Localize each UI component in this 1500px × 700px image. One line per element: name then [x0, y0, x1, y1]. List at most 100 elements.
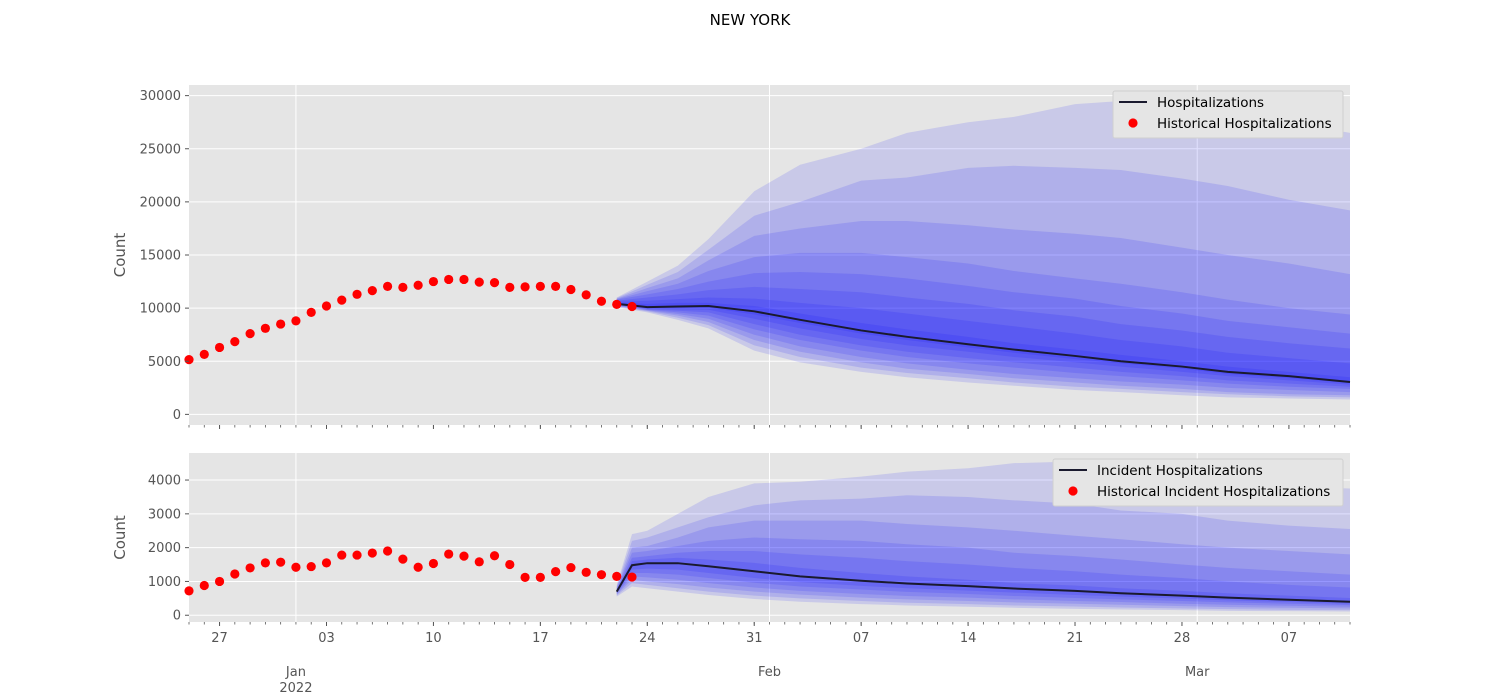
historical-point — [520, 282, 530, 292]
historical-point — [489, 278, 500, 288]
y-axis-label: Count — [111, 515, 129, 560]
forecast-band-0 — [616, 100, 1350, 400]
historical-point — [260, 323, 270, 333]
forecast-band-5 — [616, 286, 1350, 387]
x-major-tick-label: Mar — [1185, 665, 1210, 680]
forecast-band-1 — [616, 495, 1350, 611]
historical-point — [489, 551, 500, 561]
historical-point — [184, 355, 194, 365]
historical-point — [337, 295, 347, 305]
y-tick-label: 1000 — [148, 575, 181, 590]
y-tick-label: 5000 — [148, 355, 181, 370]
historical-point — [367, 548, 377, 558]
historical-point — [505, 559, 515, 570]
historical-point — [352, 550, 362, 560]
legend: Incident Hospitalizations Historical Inci… — [1052, 458, 1344, 507]
median-line — [616, 302, 1351, 383]
forecast-band-4 — [616, 272, 1350, 389]
historical-point — [581, 567, 591, 577]
historical-point — [367, 285, 377, 296]
y-tick-label: 2000 — [148, 541, 181, 556]
y-tick-label: 30000 — [140, 89, 181, 104]
historical-point — [321, 301, 332, 311]
historical-point — [230, 336, 240, 347]
historical-point — [413, 562, 423, 572]
panel-hospitalizations: 0 5000 10000 15000 20000 25000 30000 Count Hospi… — [111, 85, 1351, 429]
historical-point — [551, 281, 561, 291]
historical-point — [276, 557, 286, 567]
historical-point — [444, 274, 454, 285]
historical-point — [474, 557, 484, 567]
historical-point — [596, 296, 607, 306]
historical-point — [444, 549, 454, 559]
y-tick-label: 0 — [173, 609, 181, 624]
x-tick-label: 31 — [746, 631, 763, 646]
historical-point — [627, 572, 637, 582]
forecast-bands — [616, 461, 1350, 612]
historical-point — [352, 289, 362, 299]
x-major-tick-label: Feb — [758, 665, 781, 680]
historical-point — [199, 580, 209, 591]
x-tick-label: 24 — [639, 631, 656, 646]
x-major-tick-sublabel: 2022 — [279, 681, 312, 696]
legend-point-swatch — [1128, 118, 1138, 128]
historical-point — [612, 571, 622, 581]
historical-point — [337, 550, 347, 560]
historical-point — [382, 546, 393, 556]
forecast-band-2 — [616, 221, 1350, 396]
x-tick-label: 17 — [532, 631, 549, 646]
forecast-band-4 — [616, 551, 1350, 606]
legend-box — [1112, 90, 1344, 139]
historical-point — [260, 558, 270, 568]
legend-box — [1052, 458, 1344, 507]
historical-point — [459, 551, 469, 561]
historical-point — [321, 558, 332, 568]
historical-point — [612, 299, 622, 310]
historical-point — [230, 569, 240, 579]
legend-point-swatch — [1068, 486, 1078, 496]
historical-point — [535, 572, 545, 582]
forecast-band-5 — [616, 557, 1350, 604]
y-tick-label: 10000 — [140, 302, 181, 317]
forecast-band-1 — [616, 165, 1350, 398]
forecast-bands — [616, 100, 1350, 400]
historical-point — [535, 281, 545, 291]
historical-point — [627, 301, 637, 312]
historical-point — [214, 342, 225, 353]
historical-point — [214, 576, 225, 587]
historical-point — [551, 567, 561, 577]
historical-point — [566, 284, 576, 295]
historical-point — [199, 349, 209, 359]
historical-point — [413, 280, 423, 290]
historical-point — [505, 282, 515, 293]
x-tick-label: 27 — [211, 631, 228, 646]
forecast-band-7 — [616, 302, 1350, 384]
legend-label-historical: Historical Incident Hospitalizations — [1097, 484, 1330, 500]
y-tick-label: 0 — [173, 408, 181, 423]
forecast-band-3 — [616, 252, 1350, 393]
historical-point — [245, 563, 255, 573]
historical-point — [474, 277, 484, 287]
y-tick-label: 3000 — [148, 507, 181, 522]
y-tick-label: 25000 — [140, 142, 181, 157]
x-tick-label: 21 — [1067, 631, 1084, 646]
historical-point — [306, 307, 316, 317]
figure-title: NEW YORK — [709, 11, 791, 29]
median-line — [615, 562, 1351, 603]
x-major-tick-label: Jan — [285, 665, 306, 680]
x-tick-label: 14 — [960, 631, 977, 646]
x-tick-label: 10 — [425, 631, 442, 646]
x-tick-label: 07 — [853, 631, 870, 646]
x-tick-label: 28 — [1174, 631, 1191, 646]
forecast-band-3 — [616, 537, 1350, 607]
historical-point — [398, 554, 408, 564]
y-tick-label: 20000 — [140, 195, 181, 210]
historical-point — [398, 282, 408, 293]
historical-point — [291, 316, 301, 326]
historical-point — [245, 329, 255, 339]
historical-point — [581, 290, 591, 300]
legend-label-forecast: Hospitalizations — [1157, 95, 1264, 111]
legend-label-forecast: Incident Hospitalizations — [1097, 463, 1263, 479]
